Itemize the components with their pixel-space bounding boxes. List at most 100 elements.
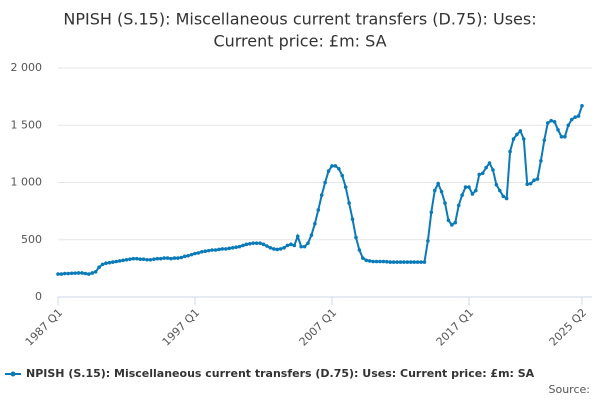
data-point xyxy=(545,121,550,125)
data-point xyxy=(97,265,101,270)
data-point xyxy=(374,259,379,264)
data-point xyxy=(542,138,547,142)
data-point xyxy=(350,217,355,221)
data-point xyxy=(247,241,252,246)
data-point xyxy=(460,193,464,197)
chart-title: Current price: £m: SA xyxy=(213,32,386,51)
data-point xyxy=(432,188,437,193)
data-point xyxy=(532,178,536,183)
data-point xyxy=(104,261,108,266)
data-point xyxy=(467,185,471,189)
data-point xyxy=(196,251,201,255)
data-point xyxy=(384,259,389,264)
data-point xyxy=(508,149,512,154)
data-point xyxy=(128,257,132,262)
data-point xyxy=(511,137,516,141)
data-point xyxy=(73,271,77,275)
data-point xyxy=(439,189,444,194)
y-tick-label: 0 xyxy=(35,290,42,303)
data-point xyxy=(354,235,358,240)
data-point xyxy=(422,260,427,264)
data-point xyxy=(275,247,279,252)
data-point xyxy=(361,256,365,260)
data-point xyxy=(234,245,238,249)
y-tick-label: 1 000 xyxy=(11,176,43,189)
data-point xyxy=(429,210,434,215)
data-point xyxy=(162,256,166,260)
data-point xyxy=(107,260,112,265)
data-point xyxy=(295,234,300,239)
data-point xyxy=(271,247,276,251)
data-point xyxy=(566,123,571,128)
data-point xyxy=(285,243,290,248)
data-point xyxy=(241,243,245,248)
data-point xyxy=(313,221,317,226)
data-point xyxy=(155,256,160,261)
data-point xyxy=(343,185,348,189)
data-point xyxy=(498,188,502,193)
data-point xyxy=(426,239,430,243)
data-point xyxy=(189,252,194,257)
data-point xyxy=(357,248,362,252)
data-point xyxy=(487,161,492,165)
y-tick-label: 2 000 xyxy=(11,61,43,74)
data-point xyxy=(268,245,273,250)
data-point xyxy=(251,241,256,245)
data-point xyxy=(330,164,334,168)
data-point xyxy=(398,260,403,264)
data-point xyxy=(419,260,423,264)
data-point xyxy=(528,181,533,186)
y-tick-label: 500 xyxy=(21,233,42,246)
legend-symbol xyxy=(10,371,16,377)
data-point xyxy=(141,257,146,262)
data-point xyxy=(450,223,454,227)
chart-title: NPISH (S.15): Miscellaneous current tran… xyxy=(63,10,536,29)
data-point xyxy=(333,164,338,168)
data-point xyxy=(576,114,581,118)
data-point xyxy=(402,260,406,264)
data-point xyxy=(87,272,91,276)
data-point xyxy=(76,271,81,275)
data-point xyxy=(69,271,74,276)
data-point xyxy=(323,180,327,185)
data-point xyxy=(138,257,142,262)
data-point xyxy=(193,251,197,256)
data-point xyxy=(145,257,149,262)
data-point xyxy=(463,185,468,189)
data-point xyxy=(203,249,208,253)
data-point xyxy=(518,129,523,133)
data-point xyxy=(176,256,180,260)
data-point xyxy=(521,137,526,141)
data-point xyxy=(371,259,375,264)
data-point xyxy=(391,260,396,264)
data-point xyxy=(504,196,509,201)
data-point xyxy=(131,256,136,261)
data-point xyxy=(501,194,506,199)
data-point xyxy=(121,258,125,263)
data-point xyxy=(158,256,163,261)
data-point xyxy=(254,241,259,245)
data-point xyxy=(326,169,331,173)
x-tick-label: 1997 Q1 xyxy=(160,306,203,349)
data-point xyxy=(412,260,416,264)
data-point xyxy=(261,242,266,247)
data-point xyxy=(63,271,67,276)
x-tick-label: 1987 Q1 xyxy=(23,306,66,349)
data-point xyxy=(337,166,341,171)
data-point xyxy=(474,188,478,193)
data-point xyxy=(552,120,557,124)
data-point xyxy=(230,245,235,250)
x-tick-label: 2007 Q1 xyxy=(297,306,340,349)
data-point xyxy=(515,132,519,137)
data-point xyxy=(456,203,461,208)
data-point xyxy=(299,244,303,249)
legend-label: NPISH (S.15): Miscellaneous current tran… xyxy=(26,367,535,380)
data-point xyxy=(278,247,283,251)
data-point xyxy=(563,134,567,139)
data-point xyxy=(436,181,440,186)
data-point xyxy=(227,246,232,251)
data-point xyxy=(210,248,214,252)
data-point xyxy=(443,201,447,205)
data-point xyxy=(378,259,382,264)
data-point xyxy=(110,260,115,264)
